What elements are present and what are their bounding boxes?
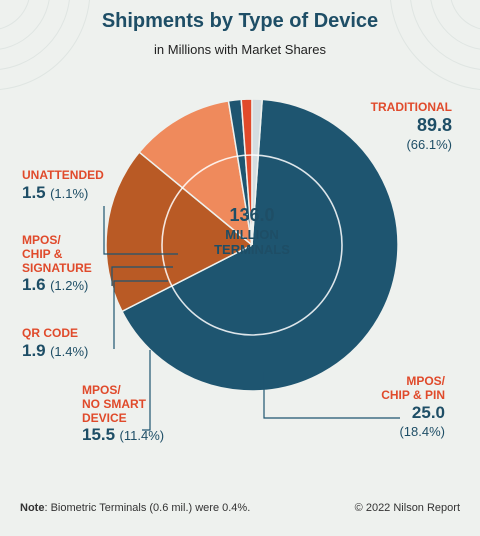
leader-no-smart-device bbox=[142, 350, 151, 431]
label-share: (11.4%) bbox=[119, 428, 165, 444]
label-unattended: UNATTENDED 1.5 (1.1%) bbox=[22, 168, 104, 203]
label-name: TRADITIONAL bbox=[370, 100, 452, 114]
label-value: 1.9 bbox=[22, 340, 46, 360]
label-name: UNATTENDED bbox=[22, 168, 104, 182]
copyright: © 2022 Nilson Report bbox=[354, 502, 460, 514]
label-value: 89.8 bbox=[416, 114, 452, 135]
label-no-smart-device: MPOS/ NO SMART DEVICE 15.5 (11.4%) bbox=[82, 383, 165, 446]
chart-title: Shipments by Type of Device bbox=[101, 10, 379, 32]
label-name-line2: NO SMART bbox=[82, 396, 146, 411]
note-label: Note bbox=[20, 502, 45, 514]
slice-mpos-no-smart-device bbox=[138, 100, 254, 247]
label-name-line1: MPOS/ bbox=[82, 383, 121, 397]
leader-qr-code bbox=[113, 280, 168, 349]
label-name: QR CODE bbox=[22, 326, 79, 340]
label-name-line2: CHIP & bbox=[22, 246, 63, 261]
label-share: (18.4%) bbox=[399, 423, 445, 439]
label-traditional: TRADITIONAL 89.8 (66.1%) bbox=[370, 100, 452, 155]
total-unit-line2: TERMINALS bbox=[214, 242, 290, 258]
label-name-line3: DEVICE bbox=[82, 410, 127, 425]
label-name-line3: SIGNATURE bbox=[22, 260, 92, 275]
label-value: 1.5 bbox=[22, 182, 46, 202]
label-mpos-signature: MPOS/ CHIP & SIGNATURE 1.6 (1.2%) bbox=[22, 233, 92, 296]
slice-traditional bbox=[120, 98, 399, 392]
note-text: : Biometric Terminals (0.6 mil.) were 0.… bbox=[44, 502, 251, 514]
leader-unattended bbox=[103, 206, 178, 255]
inner-ring bbox=[161, 154, 343, 336]
label-name-line1: MPOS/ bbox=[22, 233, 61, 247]
chart-subtitle: in Millions with Market Shares bbox=[154, 42, 326, 57]
leader-chip-pin bbox=[263, 372, 400, 419]
label-share: (1.4%) bbox=[50, 343, 89, 359]
center-total: 136.0 MILLION TERMINALS bbox=[208, 205, 296, 258]
label-value: 15.5 bbox=[82, 425, 116, 445]
label-value: 1.6 bbox=[22, 275, 46, 295]
slice-mpos-chip-pin bbox=[105, 151, 254, 313]
total-value: 136.0 bbox=[229, 205, 275, 225]
label-share: (1.2%) bbox=[50, 278, 89, 294]
label-name-line1: MPOS/ bbox=[406, 374, 445, 388]
label-name-line2: CHIP & PIN bbox=[381, 387, 445, 402]
leader-mpos-signature bbox=[111, 266, 173, 286]
label-qr-code: QR CODE 1.9 (1.4%) bbox=[22, 326, 89, 361]
label-value: 25.0 bbox=[411, 402, 445, 422]
label-chip-pin: MPOS/ CHIP & PIN 25.0 (18.4%) bbox=[381, 374, 445, 441]
slice-unattended bbox=[251, 98, 264, 246]
label-share: (66.1%) bbox=[406, 137, 452, 153]
label-share: (1.1%) bbox=[50, 185, 89, 201]
footer: Note: Biometric Terminals (0.6 mil.) wer… bbox=[20, 502, 460, 514]
total-unit-line1: MILLION bbox=[225, 226, 279, 242]
